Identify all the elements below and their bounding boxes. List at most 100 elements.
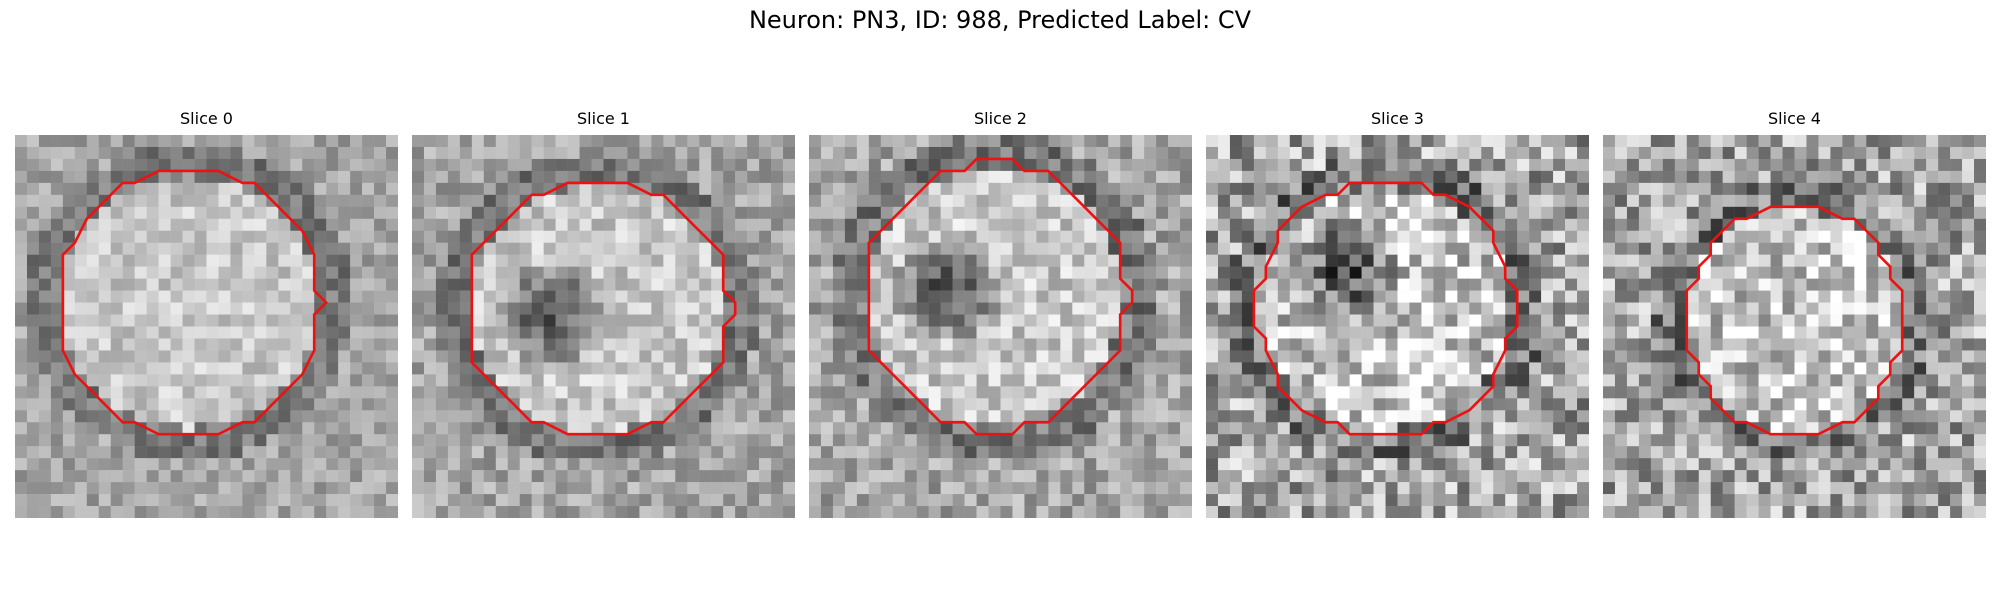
- pixel: [98, 230, 111, 243]
- pixel: [699, 194, 712, 208]
- pixel: [1938, 326, 1951, 339]
- pixel: [1036, 458, 1049, 471]
- pixel: [1722, 146, 1735, 160]
- pixel: [146, 302, 159, 315]
- pixel: [1072, 302, 1085, 315]
- pixel: [1469, 386, 1482, 399]
- pixel: [1168, 398, 1181, 411]
- pixel: [555, 446, 568, 459]
- pixel: [254, 338, 267, 351]
- pixel: [1385, 146, 1398, 160]
- pixel: [832, 434, 846, 447]
- pixel: [74, 158, 88, 172]
- pixel: [1385, 290, 1398, 303]
- pixel: [1662, 254, 1676, 267]
- pixel: [964, 410, 977, 423]
- pixel: [747, 482, 760, 495]
- pixel: [809, 242, 822, 255]
- pixel: [1686, 266, 1699, 279]
- pixel: [194, 470, 207, 483]
- pixel: [627, 182, 640, 196]
- pixel: [423, 290, 437, 303]
- pixel: [1313, 146, 1326, 160]
- pixel: [519, 242, 532, 255]
- pixel: [230, 158, 243, 172]
- pixel: [844, 146, 858, 160]
- pixel: [615, 242, 628, 255]
- pixel: [386, 350, 398, 363]
- pixel: [1265, 326, 1279, 339]
- pixel: [1206, 410, 1219, 423]
- pixel: [579, 194, 592, 208]
- pixel: [1674, 182, 1688, 196]
- pixel: [1529, 350, 1542, 363]
- pixel: [1457, 434, 1470, 447]
- pixel: [651, 350, 664, 363]
- pixel: [50, 314, 64, 327]
- pixel: [98, 302, 111, 315]
- slice-panel: Slice 2: [809, 108, 1192, 518]
- pixel: [386, 194, 398, 208]
- pixel: [747, 135, 760, 148]
- pixel: [1144, 494, 1157, 507]
- pixel: [892, 398, 905, 411]
- pixel: [350, 506, 363, 518]
- pixel: [86, 135, 100, 148]
- pixel: [1361, 494, 1374, 507]
- pixel: [1734, 302, 1747, 315]
- pixel: [1217, 326, 1231, 339]
- contour-outline: [470, 181, 737, 436]
- pixel: [1806, 338, 1819, 351]
- pixel: [1710, 434, 1723, 447]
- pixel: [1614, 206, 1628, 220]
- pixel: [1024, 398, 1037, 411]
- pixel: [1854, 146, 1867, 160]
- pixel: [1229, 182, 1243, 196]
- pixel: [1108, 218, 1121, 231]
- pixel: [38, 266, 52, 279]
- pixel: [723, 242, 736, 255]
- pixel: [1060, 410, 1073, 423]
- pixel: [1277, 398, 1291, 411]
- pixel: [1265, 494, 1279, 507]
- pixel: [194, 206, 207, 220]
- pixel: [1168, 446, 1181, 459]
- pixel: [1770, 374, 1783, 387]
- pixel: [1614, 146, 1628, 160]
- pixel: [146, 230, 159, 243]
- pixel: [1373, 194, 1386, 208]
- pixel: [1397, 422, 1410, 435]
- pixel: [940, 410, 953, 423]
- pixel: [1794, 326, 1807, 339]
- pixel: [1409, 326, 1422, 339]
- pixel: [687, 422, 700, 435]
- pixel: [663, 386, 676, 399]
- pixel: [723, 434, 736, 447]
- pixel: [1698, 290, 1711, 303]
- contour-outline: [61, 169, 329, 436]
- pixel: [362, 458, 375, 471]
- pixel: [603, 218, 616, 231]
- pixel: [651, 242, 664, 255]
- pixel: [1337, 410, 1350, 423]
- pixel: [1241, 494, 1255, 507]
- pixel: [711, 146, 724, 160]
- pixel: [1036, 218, 1049, 231]
- pixel: [423, 194, 437, 208]
- pixel: [651, 302, 664, 315]
- pixel: [1132, 374, 1145, 387]
- pixel: [459, 458, 473, 471]
- pixel: [579, 278, 592, 291]
- pixel: [1842, 326, 1855, 339]
- pixel: [459, 422, 473, 435]
- pixel: [809, 254, 822, 267]
- pixel: [338, 410, 351, 423]
- pixel: [266, 278, 279, 291]
- pixel: [1794, 314, 1807, 327]
- pixel: [1830, 338, 1843, 351]
- pixel: [314, 314, 327, 327]
- pixel: [1926, 386, 1939, 399]
- pixel: [856, 458, 870, 471]
- pixel: [134, 254, 147, 267]
- pixel: [1277, 422, 1291, 435]
